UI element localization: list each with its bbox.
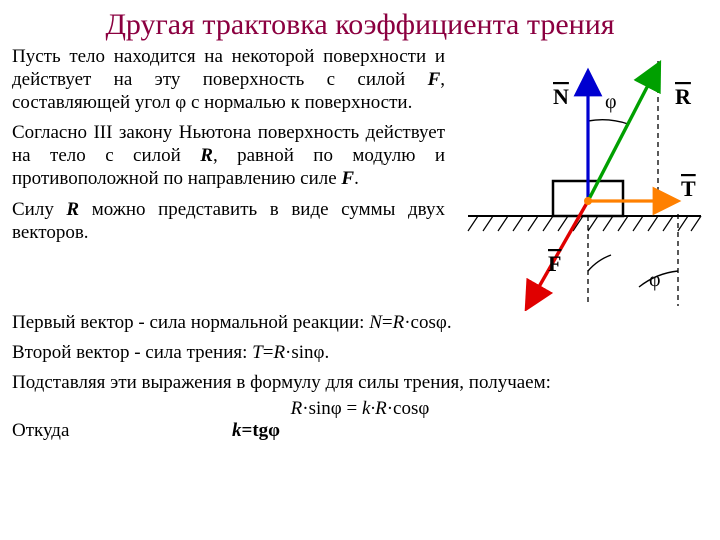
- p1-text-a: Пусть тело находится на некоторой поверх…: [12, 46, 445, 90]
- label-phi-lower: φ: [649, 269, 661, 291]
- eq-mid1: ·sinφ =: [302, 398, 362, 419]
- label-phi-upper: φ: [605, 91, 617, 113]
- label-t: T: [681, 176, 696, 201]
- paragraph-6: Подставляя эти выражения в формулу для с…: [12, 371, 708, 395]
- paragraph-4: Первый вектор - сила нормальной реакции:…: [12, 311, 708, 335]
- page-title: Другая трактовка коэффициента трения: [12, 8, 708, 42]
- p4-text: Первый вектор - сила нормальной реакции:: [12, 312, 369, 333]
- p4-eq1: =: [382, 312, 393, 333]
- p4-r: R: [393, 312, 405, 333]
- eq-kr: k·R: [362, 398, 387, 419]
- p5-t: T: [252, 342, 263, 363]
- p3-text-a: Силу: [12, 199, 66, 220]
- paragraph-3: Силу R можно представить в виде суммы дв…: [12, 199, 445, 245]
- label-n: N: [553, 84, 569, 109]
- paragraph-5: Второй вектор - сила трения: T=R·sinφ.: [12, 341, 708, 365]
- p4-eq2: ·cosφ.: [404, 312, 451, 333]
- p5-eq2: ·sinφ.: [285, 342, 329, 363]
- p3-force-r: R: [66, 199, 79, 220]
- paragraph-2: Согласно III закону Ньютона поверхность …: [12, 122, 445, 190]
- p4-n: N: [369, 312, 382, 333]
- label-r: R: [675, 84, 692, 109]
- p2-force-r: R: [200, 145, 213, 166]
- label-f: F: [548, 251, 561, 276]
- p1-force-f: F: [428, 69, 441, 90]
- equation-main: R·sinφ = k·R·cosφ: [12, 398, 708, 420]
- eq-r1: R: [291, 398, 303, 419]
- p5-r: R: [273, 342, 285, 363]
- p5-text: Второй вектор - сила трения:: [12, 342, 252, 363]
- force-diagram: N R T F φ φ: [453, 46, 708, 311]
- p7-k: k: [232, 420, 242, 441]
- p2-force-f: F: [341, 168, 354, 189]
- p7-lhs: Откуда: [12, 420, 232, 442]
- p5-eq1: =: [263, 342, 274, 363]
- p7-eq: =tgφ: [242, 420, 281, 441]
- paragraph-7: Откуда k=tgφ: [12, 420, 708, 442]
- p2-text-c: .: [354, 168, 359, 189]
- paragraph-1: Пусть тело находится на некоторой поверх…: [12, 46, 445, 114]
- eq-mid2: ·cosφ: [387, 398, 430, 419]
